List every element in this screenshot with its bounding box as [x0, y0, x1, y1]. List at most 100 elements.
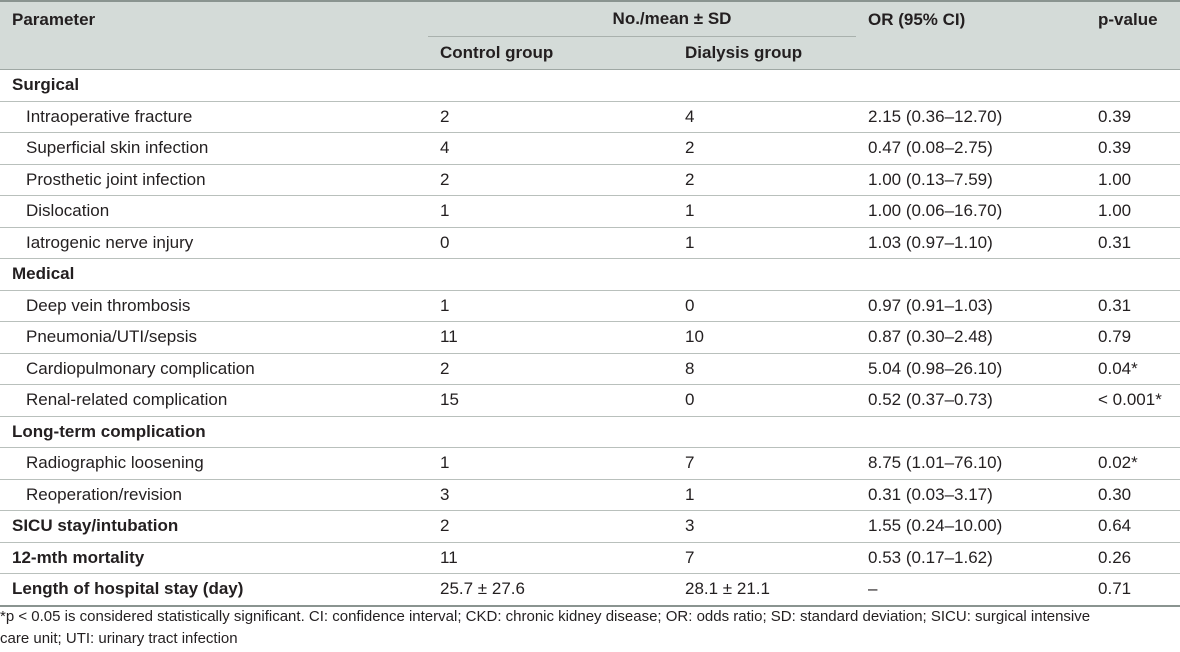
dialysis-cell: 8 — [673, 353, 857, 385]
row-label: Deep vein thrombosis — [0, 290, 428, 322]
p-value-cell: 0.64 — [1090, 510, 1180, 543]
dialysis-cell: 0 — [673, 290, 857, 322]
or-ci-cell: 2.15 (0.36–12.70) — [856, 101, 1091, 133]
section-row: Surgical — [0, 69, 1180, 102]
table-row: Deep vein thrombosis 1 0 0.97 (0.91–1.03) 0.… — [0, 290, 1180, 322]
section-row: Medical — [0, 258, 1180, 291]
row-label: 12-mth mortality — [0, 542, 428, 574]
table-row: 12-mth mortality 11 7 0.53 (0.17–1.62) 0.26 — [0, 542, 1180, 574]
or-ci-cell: 0.47 (0.08–2.75) — [856, 132, 1091, 165]
section-row: Long-term complication — [0, 416, 1180, 448]
footnote: *p < 0.05 is considered statistically si… — [0, 606, 1180, 650]
or-ci-cell: 1.55 (0.24–10.00) — [856, 510, 1091, 543]
p-value-cell: 1.00 — [1090, 164, 1180, 196]
header-p-value: p-value — [1090, 0, 1180, 70]
p-value-cell: 0.71 — [1090, 573, 1180, 607]
table-row: Prosthetic joint infection 2 2 1.00 (0.13–7… — [0, 164, 1180, 196]
section-label: Medical — [0, 258, 1180, 291]
p-value-cell: 0.04* — [1090, 353, 1180, 385]
header-parameter: Parameter — [0, 0, 428, 70]
control-cell: 2 — [428, 510, 673, 543]
p-value-cell: 0.26 — [1090, 542, 1180, 574]
dialysis-cell: 1 — [673, 227, 857, 259]
table-row: Renal-related complication 15 0 0.52 (0.37–… — [0, 384, 1180, 417]
table-row: Iatrogenic nerve injury 0 1 1.03 (0.97–1.10… — [0, 227, 1180, 259]
dialysis-cell: 1 — [673, 195, 857, 228]
table-row: Intraoperative fracture 2 4 2.15 (0.36–12.7… — [0, 101, 1180, 133]
p-value-cell: 1.00 — [1090, 195, 1180, 228]
table-body: Surgical Intraoperative fracture 2 4 2.15 (0… — [0, 69, 1180, 607]
dialysis-cell: 0 — [673, 384, 857, 417]
or-ci-cell: – — [856, 573, 1091, 607]
row-label: Reoperation/revision — [0, 479, 428, 511]
table-row: Length of hospital stay (day) 25.7 ± 27.6… — [0, 573, 1180, 607]
dialysis-cell: 3 — [673, 510, 857, 543]
dialysis-cell: 2 — [673, 132, 857, 165]
p-value-cell: 0.31 — [1090, 227, 1180, 259]
row-label: Dislocation — [0, 195, 428, 228]
row-label: Length of hospital stay (day) — [0, 573, 428, 607]
control-cell: 11 — [428, 542, 673, 574]
or-ci-cell: 5.04 (0.98–26.10) — [856, 353, 1091, 385]
p-value-cell: 0.31 — [1090, 290, 1180, 322]
header-group-span: No./mean ± SD — [428, 0, 857, 37]
header-dialysis: Dialysis group — [673, 36, 857, 70]
row-label: Pneumonia/UTI/sepsis — [0, 321, 428, 354]
footnote-line-2: care unit; UTI: urinary tract infection — [0, 630, 238, 647]
control-cell: 1 — [428, 290, 673, 322]
or-ci-cell: 1.03 (0.97–1.10) — [856, 227, 1091, 259]
header-row-1: Parameter No./mean ± SD OR (95% CI) p-va… — [0, 0, 1180, 70]
header-control: Control group — [428, 36, 673, 70]
row-label: Radiographic loosening — [0, 447, 428, 480]
table-row: Cardiopulmonary complication 2 8 5.04 (0.98… — [0, 353, 1180, 385]
section-label: Surgical — [0, 69, 1180, 102]
p-value-cell: 0.79 — [1090, 321, 1180, 354]
complications-table: Parameter No./mean ± SD OR (95% CI) p-va… — [0, 0, 1180, 607]
table-row: Dislocation 1 1 1.00 (0.06–16.70) 1.00 — [0, 195, 1180, 228]
table-row: Superficial skin infection 4 2 0.47 (0.08–2… — [0, 132, 1180, 165]
dialysis-cell: 1 — [673, 479, 857, 511]
table-row: Radiographic loosening 1 7 8.75 (1.01–76.10… — [0, 447, 1180, 480]
control-cell: 2 — [428, 101, 673, 133]
section-label: Long-term complication — [0, 416, 1180, 448]
row-label: Iatrogenic nerve injury — [0, 227, 428, 259]
row-label: SICU stay/intubation — [0, 510, 428, 543]
footnote-line-1: *p < 0.05 is considered statistically si… — [0, 608, 1091, 625]
dialysis-cell: 28.1 ± 21.1 — [673, 573, 857, 607]
row-label: Renal-related complication — [0, 384, 428, 417]
row-label: Prosthetic joint infection — [0, 164, 428, 196]
table-row: Pneumonia/UTI/sepsis 11 10 0.87 (0.30–2.48)… — [0, 321, 1180, 354]
control-cell: 15 — [428, 384, 673, 417]
control-cell: 0 — [428, 227, 673, 259]
or-ci-cell: 0.52 (0.37–0.73) — [856, 384, 1091, 417]
or-ci-cell: 1.00 (0.06–16.70) — [856, 195, 1091, 228]
or-ci-cell: 0.31 (0.03–3.17) — [856, 479, 1091, 511]
p-value-cell: 0.39 — [1090, 132, 1180, 165]
or-ci-cell: 0.53 (0.17–1.62) — [856, 542, 1091, 574]
p-value-cell: 0.02* — [1090, 447, 1180, 480]
control-cell: 25.7 ± 27.6 — [428, 573, 673, 607]
header-row-2: Control group Dialysis group — [0, 36, 1180, 70]
control-cell: 2 — [428, 353, 673, 385]
control-cell: 11 — [428, 321, 673, 354]
dialysis-cell: 7 — [673, 542, 857, 574]
p-value-cell: < 0.001* — [1090, 384, 1180, 417]
header-or-ci: OR (95% CI) — [856, 0, 1091, 70]
control-cell: 3 — [428, 479, 673, 511]
dialysis-cell: 7 — [673, 447, 857, 480]
dialysis-cell: 2 — [673, 164, 857, 196]
row-label: Superficial skin infection — [0, 132, 428, 165]
p-value-cell: 0.39 — [1090, 101, 1180, 133]
row-label: Intraoperative fracture — [0, 101, 428, 133]
control-cell: 1 — [428, 447, 673, 480]
p-value-cell: 0.30 — [1090, 479, 1180, 511]
control-cell: 4 — [428, 132, 673, 165]
dialysis-cell: 4 — [673, 101, 857, 133]
dialysis-cell: 10 — [673, 321, 857, 354]
control-cell: 2 — [428, 164, 673, 196]
table-row: SICU stay/intubation 2 3 1.55 (0.24–10.00) 0… — [0, 510, 1180, 543]
table-row: Reoperation/revision 3 1 0.31 (0.03–3.17) 0.… — [0, 479, 1180, 511]
control-cell: 1 — [428, 195, 673, 228]
or-ci-cell: 0.87 (0.30–2.48) — [856, 321, 1091, 354]
or-ci-cell: 1.00 (0.13–7.59) — [856, 164, 1091, 196]
